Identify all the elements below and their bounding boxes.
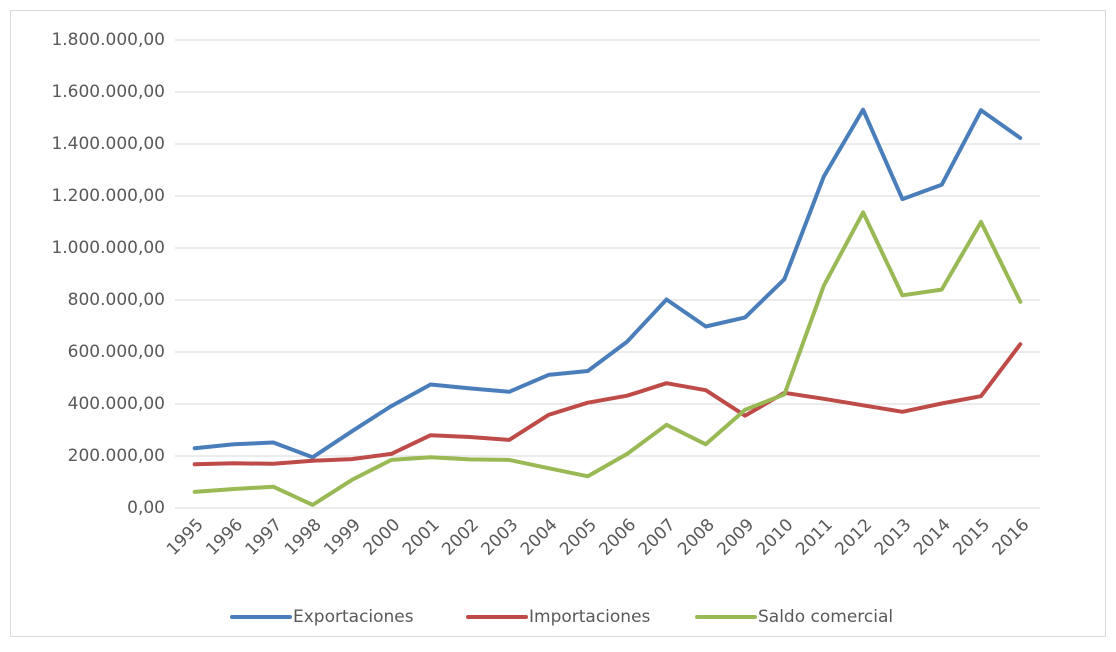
y-tick-label: 800.000,00 <box>68 290 165 310</box>
y-tick-label: 1.400.000,00 <box>51 134 165 154</box>
y-tick-label: 1.600.000,00 <box>51 82 165 102</box>
y-tick-label: 1.000.000,00 <box>51 238 165 258</box>
y-tick-label: 200.000,00 <box>68 446 165 466</box>
series-line <box>192 107 1023 460</box>
series-line <box>192 210 1023 507</box>
y-tick-label: 400.000,00 <box>68 394 165 414</box>
legend-label: Saldo comercial <box>758 607 893 627</box>
y-tick-label: 0,00 <box>127 498 165 518</box>
legend-label: Exportaciones <box>293 607 414 627</box>
y-tick-label: 600.000,00 <box>68 342 165 362</box>
series-line <box>192 342 1023 467</box>
y-tick-label: 1.800.000,00 <box>51 30 165 50</box>
chart-frame <box>10 10 1106 637</box>
legend-label: Importaciones <box>529 607 651 627</box>
y-tick-label: 1.200.000,00 <box>51 186 165 206</box>
